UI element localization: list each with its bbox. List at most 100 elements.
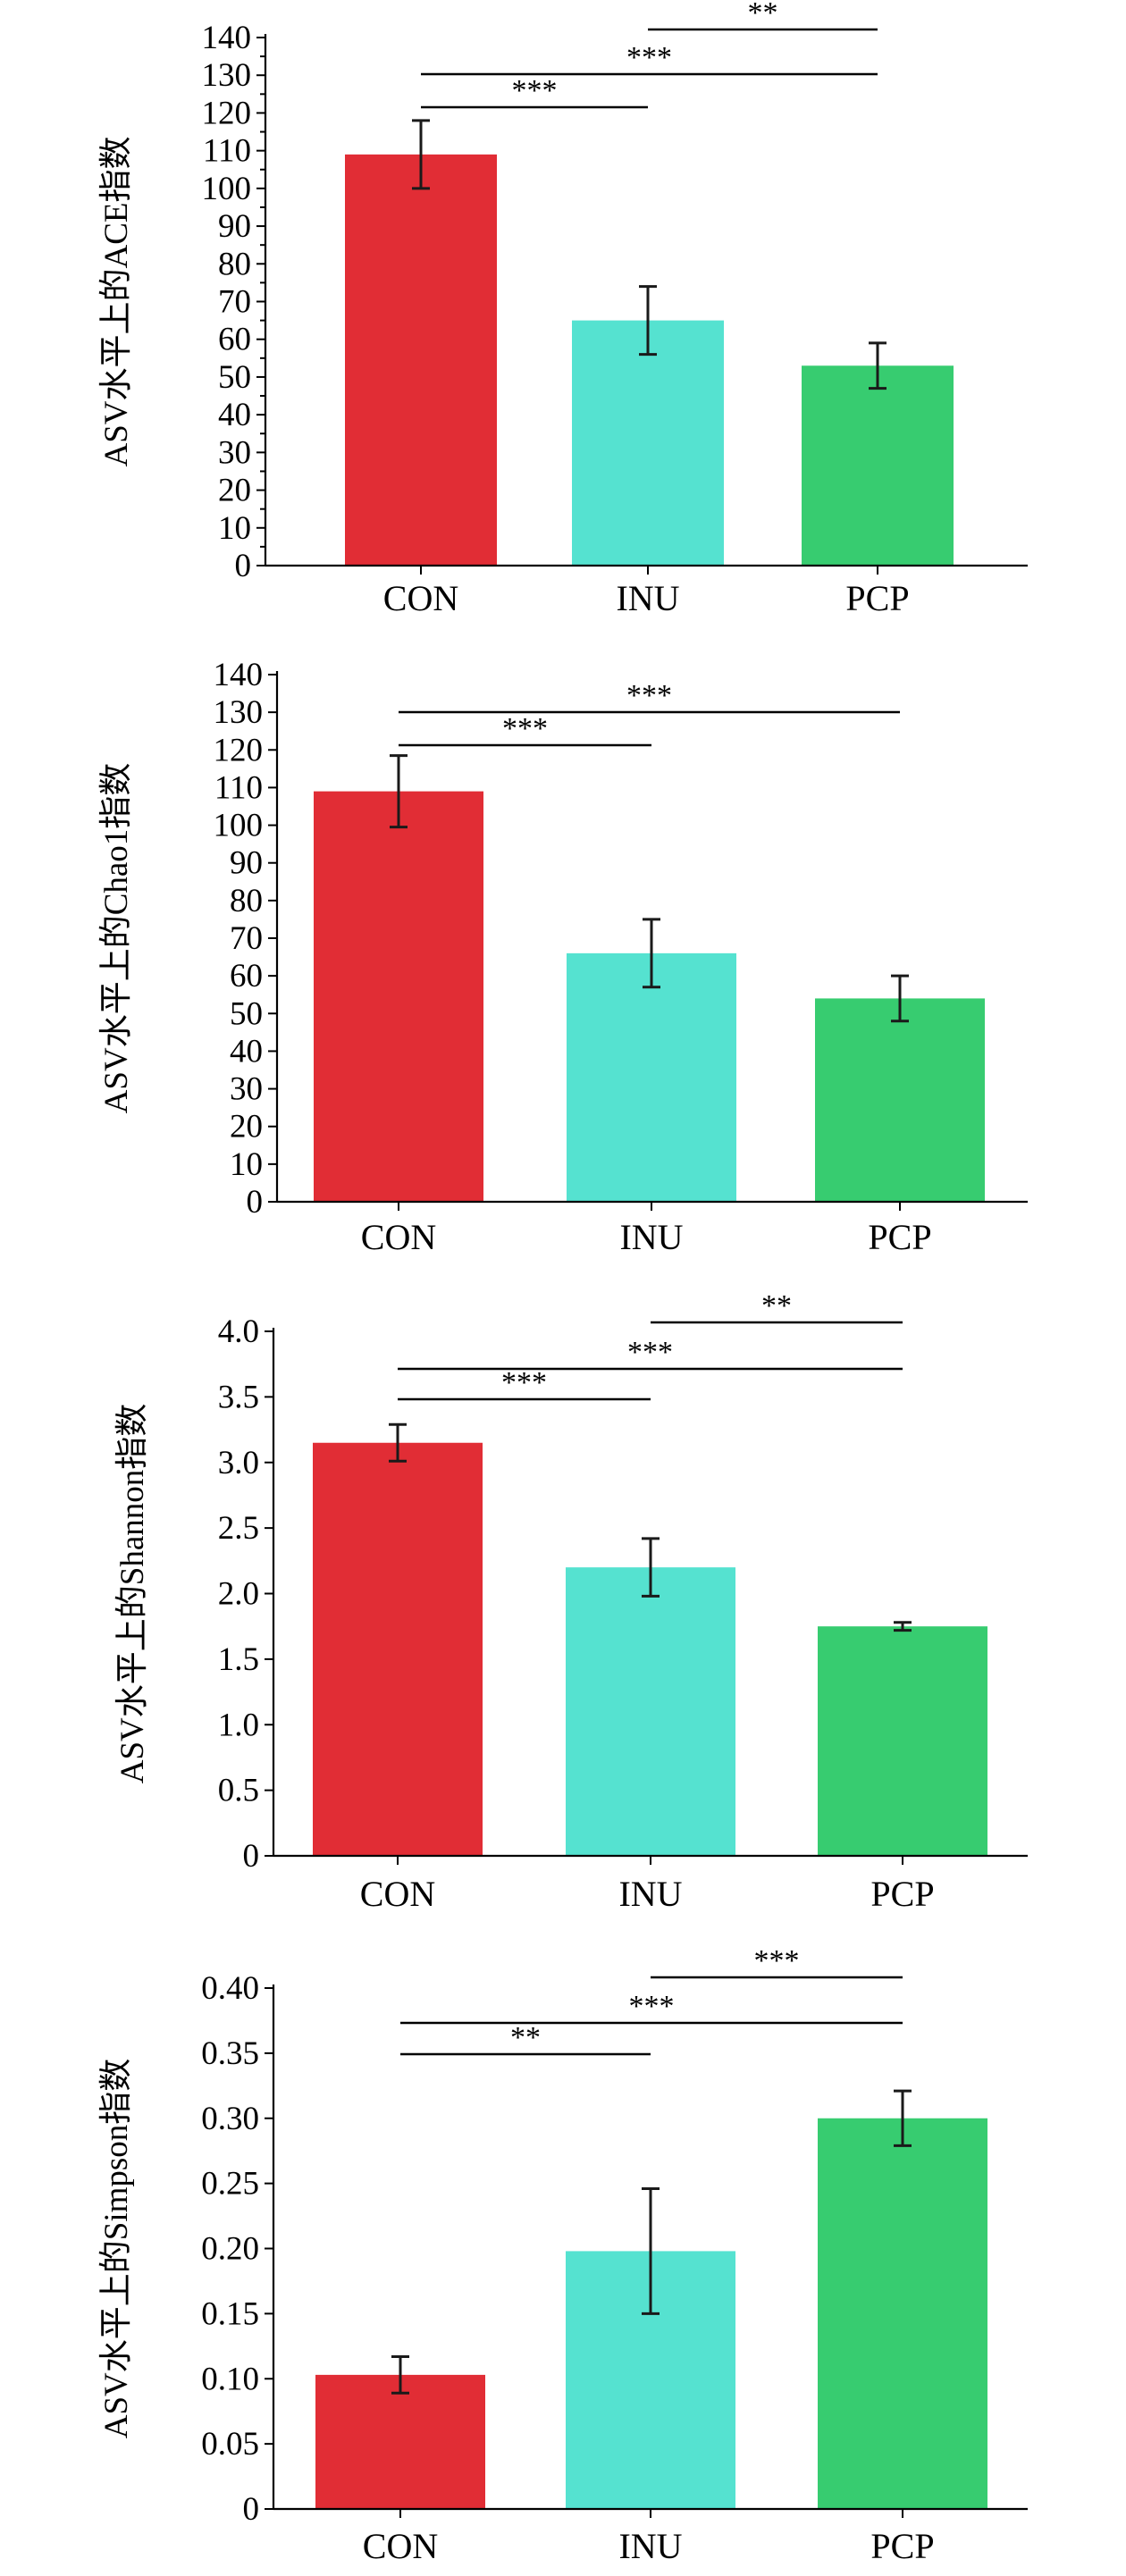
error-bar-pcp (869, 341, 887, 390)
y-tick-label: 80 (230, 883, 263, 919)
y-tick-label: 100 (202, 171, 252, 207)
bar-inu (566, 1567, 735, 1856)
error-bar-pcp (894, 2089, 912, 2147)
significance-label: ** (761, 1289, 792, 1322)
y-tick-label: 0 (235, 548, 252, 584)
y-tick-label: 40 (218, 397, 251, 433)
significance-label: *** (627, 1336, 673, 1369)
x-tick-label-inu: INU (618, 1874, 682, 1914)
y-tick-label: 40 (230, 1033, 263, 1070)
significance-label: *** (629, 1990, 675, 2023)
error-bar-con (412, 119, 430, 190)
y-tick-label: 110 (214, 769, 263, 806)
y-tick-label: 0.30 (201, 2101, 259, 2137)
y-tick-label: 0 (243, 1838, 260, 1875)
y-tick-label: 90 (230, 845, 263, 882)
y-tick-label: 0.25 (201, 2166, 259, 2203)
y-tick-label: 1.0 (218, 1707, 259, 1743)
significance-label: ** (748, 0, 778, 29)
x-tick-label-inu: INU (618, 2526, 682, 2566)
x-tick-label-pcp: PCP (870, 2526, 934, 2566)
significance-con-pcp: *** (421, 41, 878, 76)
y-tick-label: 0.35 (201, 2035, 259, 2072)
y-axis-label: ASV水平上的Chao1指数 (97, 763, 135, 1114)
y-tick-label: 60 (230, 958, 263, 994)
y-tick-label: 120 (202, 95, 252, 131)
y-tick-label: 0.40 (201, 1970, 259, 2007)
error-bar-con (391, 2354, 409, 2395)
error-bar-con (390, 754, 408, 829)
y-tick-label: 3.5 (218, 1379, 259, 1415)
chart-panel-4: 0 0.05 0.10 0.15 0.20 0.25 0.30 0.35 0.40 CON INU P… (97, 1944, 1028, 2566)
x-tick-label-pcp: PCP (868, 1217, 931, 1257)
x-tick-label-con: CON (361, 1217, 436, 1257)
y-tick-label: 110 (203, 133, 251, 170)
y-tick-label: 2.0 (218, 1576, 259, 1613)
error-bar-con (389, 1422, 407, 1463)
error-bar-inu (642, 2186, 660, 2315)
y-tick-label: 90 (218, 208, 251, 245)
error-bar-pcp (891, 974, 909, 1023)
y-tick-label: 0.15 (201, 2295, 259, 2332)
significance-con-inu: *** (421, 74, 648, 109)
significance-label: *** (626, 41, 672, 74)
significance-inu-pcp: *** (651, 1944, 903, 1979)
x-tick-label-con: CON (383, 578, 458, 618)
bar-inu (572, 320, 724, 566)
bar-pcp (818, 1626, 987, 1856)
y-tick-label: 80 (218, 246, 251, 282)
x-tick-label-pcp: PCP (845, 578, 909, 618)
y-tick-label: 30 (230, 1071, 263, 1108)
x-tick-label-con: CON (360, 1874, 435, 1914)
y-tick-label: 140 (214, 657, 264, 693)
bar-con (314, 791, 483, 1202)
bar-pcp (818, 2118, 987, 2509)
significance-label: ** (510, 2021, 541, 2054)
y-tick-label: 0.5 (218, 1773, 259, 1809)
bar-con (345, 154, 497, 566)
significance-con-pcp: *** (399, 679, 900, 714)
significance-con-pcp: *** (398, 1336, 903, 1371)
significance-label: *** (626, 679, 672, 712)
y-tick-label: 2.5 (218, 1510, 259, 1547)
y-tick-label: 4.0 (218, 1313, 259, 1350)
y-tick-label: 0.20 (201, 2231, 259, 2268)
y-axis-label: ASV水平上的Simpson指数 (97, 2059, 135, 2439)
y-tick-label: 70 (230, 920, 263, 957)
y-tick-label: 10 (218, 510, 251, 547)
y-tick-label: 50 (230, 995, 263, 1032)
significance-con-inu: ** (400, 2021, 651, 2056)
significance-con-inu: *** (398, 1366, 651, 1401)
significance-label: *** (512, 74, 558, 107)
y-tick-label: 1.5 (218, 1641, 259, 1678)
chart-panel-3: 0 0.5 1.0 1.5 2.0 2.5 3.0 3.5 4.0 CON INU PCP ASV水平上… (113, 1289, 1028, 1914)
y-tick-label: 0.10 (201, 2361, 259, 2397)
significance-inu-pcp: ** (651, 1289, 903, 1324)
y-tick-label: 130 (202, 57, 252, 94)
y-tick-label: 140 (202, 20, 252, 56)
x-tick-label-con: CON (363, 2526, 438, 2566)
x-tick-label-inu: INU (616, 578, 679, 618)
significance-con-pcp: *** (400, 1990, 903, 2025)
y-tick-label: 70 (218, 284, 251, 321)
error-bar-inu (643, 918, 660, 989)
x-tick-label-pcp: PCP (870, 1874, 934, 1914)
y-tick-label: 0 (243, 2491, 260, 2528)
bar-pcp (802, 365, 954, 566)
bar-inu (567, 952, 736, 1202)
bar-con (313, 1442, 483, 1856)
significance-label: *** (754, 1944, 800, 1977)
significance-label: *** (501, 1366, 547, 1399)
error-bar-inu (639, 285, 657, 357)
y-tick-label: 120 (214, 732, 264, 768)
y-tick-label: 20 (218, 473, 251, 509)
y-tick-label: 10 (230, 1146, 263, 1183)
y-tick-label: 100 (214, 808, 264, 844)
y-tick-label: 3.0 (218, 1445, 259, 1481)
significance-inu-pcp: ** (648, 0, 878, 31)
y-tick-label: 50 (218, 359, 251, 396)
y-axis-label: ASV水平上的Shannon指数 (113, 1404, 151, 1784)
